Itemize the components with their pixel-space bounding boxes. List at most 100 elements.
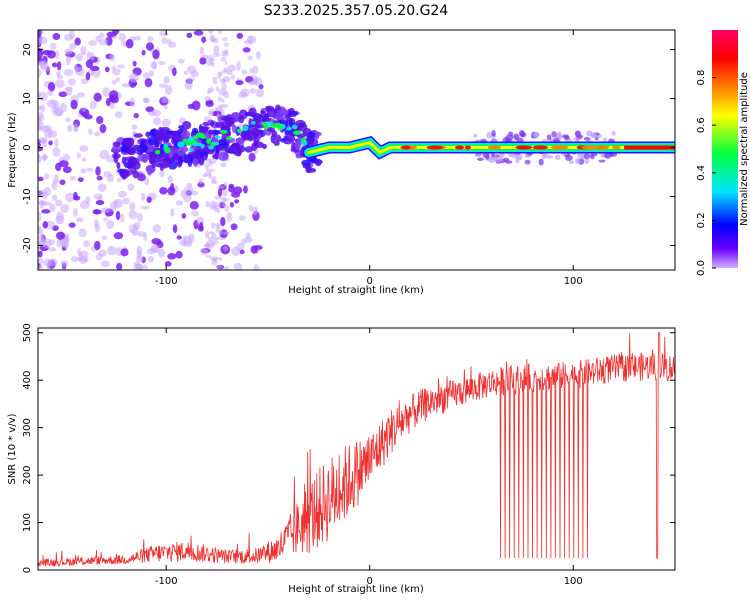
noise-blob (129, 202, 136, 212)
noise-blob (120, 248, 129, 257)
band-blob (288, 107, 295, 115)
noise-blob (193, 30, 204, 36)
noise-blob (116, 177, 122, 183)
band-blob (485, 154, 490, 160)
ridge-peak (491, 145, 501, 150)
noise-blob (40, 104, 46, 113)
noise-blob (109, 90, 119, 100)
noise-blob (81, 157, 87, 162)
noise-blob (201, 36, 207, 44)
noise-blob (38, 115, 42, 125)
noise-blob (122, 197, 130, 205)
noise-blob (179, 239, 187, 247)
noise-blob (223, 231, 231, 235)
band-blob (171, 130, 179, 141)
noise-blob (205, 101, 214, 108)
noise-blob (58, 91, 68, 98)
noise-blob (96, 175, 103, 181)
noise-blob (93, 131, 101, 137)
band-blob (271, 130, 278, 138)
noise-blob (207, 90, 213, 94)
hot-spot (220, 129, 228, 134)
band-blob (280, 138, 286, 143)
noise-blob (59, 102, 68, 113)
noise-blob (226, 212, 233, 222)
noise-blob (220, 161, 227, 168)
band-blob (137, 153, 146, 162)
noise-blob (147, 36, 154, 42)
noise-blob (80, 168, 87, 174)
spectrogram-y-ticks: -20 -10 0 10 20 (22, 43, 675, 254)
x-tick-label: 0 (367, 276, 373, 287)
snr-x-ticks: -100 0 100 (155, 328, 583, 587)
noise-blob (161, 95, 168, 104)
noise-blob (230, 74, 236, 80)
band-blob (214, 122, 225, 128)
noise-blob (207, 111, 214, 117)
band-blob (128, 157, 138, 168)
noise-blob (170, 208, 175, 217)
noise-blob (109, 53, 116, 62)
band-blob (120, 144, 128, 153)
band-blob (198, 156, 205, 166)
noise-blob (38, 225, 42, 231)
noise-blob (111, 79, 117, 85)
hot-spot (292, 130, 301, 135)
noise-blob (222, 37, 228, 42)
x-tick-label: 0 (367, 576, 373, 587)
noise-blob (129, 97, 136, 108)
noise-blob (200, 248, 209, 256)
hot-spot (164, 146, 170, 152)
noise-blob (213, 206, 219, 213)
noise-blob (38, 257, 43, 265)
noise-blob (119, 213, 125, 223)
noise-blob (55, 79, 65, 89)
noise-blob (38, 68, 42, 78)
noise-blob (168, 41, 177, 48)
noise-blob (79, 250, 89, 258)
noise-blob (204, 95, 211, 102)
hot-spot (291, 124, 298, 130)
band-blob (117, 168, 125, 174)
band-blob (182, 120, 192, 130)
band-blob (473, 133, 478, 138)
hot-spot (242, 125, 249, 132)
hot-spot (193, 143, 200, 147)
noise-blob (100, 260, 110, 268)
noise-blob (176, 235, 183, 240)
band-blob (565, 154, 573, 162)
noise-blob (38, 200, 47, 205)
band-blob (295, 154, 303, 159)
noise-blob (221, 188, 228, 197)
noise-blob (75, 53, 84, 62)
noise-blob (38, 264, 44, 270)
band-blob (546, 155, 554, 159)
noise-blob (152, 49, 160, 60)
noise-blob (167, 175, 173, 184)
noise-blob (141, 49, 146, 56)
noise-blob (86, 51, 92, 60)
noise-blob (208, 231, 215, 235)
band-blob (112, 141, 121, 147)
band-blob (160, 132, 171, 141)
band-blob (208, 129, 214, 135)
noise-blob (217, 30, 222, 35)
noise-blob (183, 70, 189, 75)
colorbar-tick-label: 0.6 (696, 117, 707, 133)
noise-blob (157, 248, 166, 258)
noise-blob (56, 231, 66, 240)
noise-blob (208, 174, 213, 179)
y-tick-label: 100 (22, 513, 33, 532)
noise-blob (69, 42, 77, 50)
band-blob (313, 131, 320, 141)
noise-blob (89, 100, 97, 110)
noise-blob (56, 211, 64, 222)
band-blob (199, 127, 209, 134)
noise-blob (65, 117, 71, 123)
noise-blob (131, 124, 138, 130)
noise-blob (203, 163, 211, 167)
noise-blob (213, 44, 220, 54)
noise-blob (143, 72, 151, 79)
noise-blob (65, 192, 75, 203)
